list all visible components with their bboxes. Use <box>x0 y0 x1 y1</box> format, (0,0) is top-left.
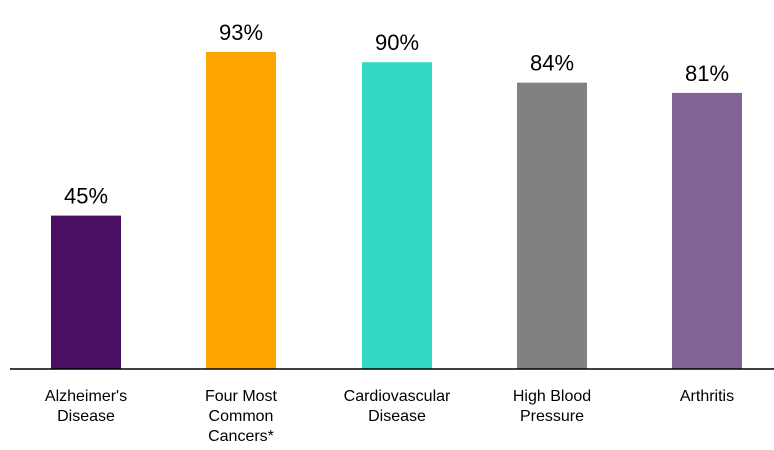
category-label-line: Disease <box>57 408 115 425</box>
bars-group <box>51 52 742 370</box>
bar-2 <box>362 62 432 370</box>
bar-4 <box>672 92 742 369</box>
value-label-2: 90% <box>375 30 419 55</box>
category-label-line: Disease <box>368 408 426 425</box>
bar-1 <box>206 52 276 369</box>
category-label-line: Alzheimer's <box>45 388 127 405</box>
category-label-0: Alzheimer's Disease <box>45 388 127 425</box>
category-label-4: Arthritis <box>680 388 734 405</box>
category-label-2: Cardiovascular Disease <box>344 388 451 425</box>
bar-0 <box>51 215 121 369</box>
category-label-3: High Blood Pressure <box>513 388 591 425</box>
category-label-1: Four Most Common Cancers* <box>205 388 278 445</box>
category-label-line: Cancers* <box>208 428 274 445</box>
category-label-line: Four Most <box>205 388 278 405</box>
category-label-line: High Blood <box>513 388 591 405</box>
category-label-line: Cardiovascular <box>344 388 451 405</box>
bar-3 <box>517 82 587 369</box>
category-label-line: Arthritis <box>680 388 734 405</box>
value-label-0: 45% <box>64 184 108 209</box>
value-label-4: 81% <box>685 61 729 86</box>
value-label-3: 84% <box>530 51 574 76</box>
category-labels-group: Alzheimer's Disease Four Most Common Cancers… <box>45 388 734 445</box>
value-label-1: 93% <box>219 20 263 45</box>
category-label-line: Common <box>209 408 274 425</box>
value-labels-group: 45% 93% 90% 84% 81% <box>64 20 729 209</box>
category-label-line: Pressure <box>520 408 584 425</box>
